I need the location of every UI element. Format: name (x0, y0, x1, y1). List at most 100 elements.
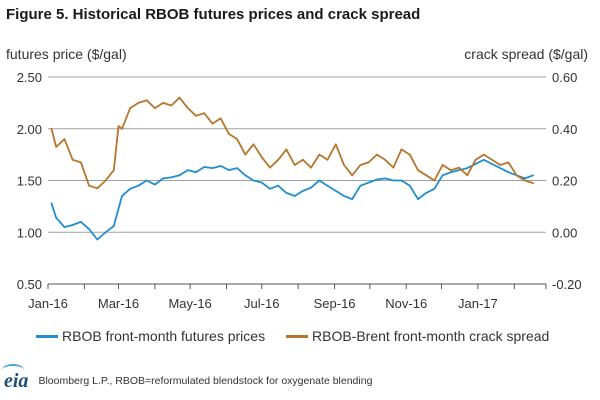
data-point-rbob-price (326, 184, 329, 187)
data-point-crack-spread (260, 156, 263, 159)
data-point-rbob-price (121, 195, 123, 197)
data-point-rbob-price (203, 166, 206, 168)
data-point-rbob-price (145, 179, 148, 182)
data-point-crack-spread (515, 174, 518, 177)
data-point-rbob-price (343, 195, 345, 197)
right-tick-label: 0.60 (552, 70, 577, 85)
data-point-crack-spread (376, 153, 378, 156)
data-point-crack-spread (302, 158, 304, 161)
data-point-crack-spread (145, 99, 148, 102)
data-point-rbob-price (491, 163, 493, 165)
data-point-rbob-price (71, 224, 74, 226)
left-tick-label: 2.00 (17, 122, 42, 137)
legend-swatch-blue (36, 334, 58, 338)
data-point-crack-spread (178, 96, 181, 99)
data-point-rbob-price (450, 171, 452, 174)
data-point-crack-spread (417, 169, 419, 172)
data-point-crack-spread (351, 174, 354, 177)
chart-title: Figure 5. Historical RBOB futures prices… (6, 6, 421, 23)
data-point-crack-spread (104, 179, 107, 182)
left-tick-label: 1.00 (17, 225, 42, 240)
right-tick-label: -0.20 (552, 277, 582, 292)
data-point-rbob-price (499, 167, 502, 170)
data-point-crack-spread (269, 166, 271, 169)
data-point-rbob-price (162, 177, 165, 180)
data-point-rbob-price (524, 177, 526, 180)
data-point-rbob-price (466, 167, 469, 170)
data-point-rbob-price (80, 221, 82, 223)
data-point-crack-spread (55, 146, 58, 148)
data-point-crack-spread (71, 158, 74, 161)
data-point-rbob-price (376, 178, 378, 181)
x-tick-label: Jan-16 (28, 296, 68, 311)
data-point-crack-spread (96, 187, 99, 190)
data-point-crack-spread (277, 158, 280, 161)
data-point-crack-spread (367, 161, 370, 164)
data-point-crack-spread (334, 143, 337, 146)
data-point-crack-spread (433, 179, 436, 182)
data-point-crack-spread (507, 161, 510, 164)
data-point-rbob-price (384, 177, 386, 180)
data-point-crack-spread (137, 102, 140, 104)
data-point-crack-spread (228, 133, 230, 135)
right-axis-title: crack spread ($/gal) (464, 46, 588, 62)
data-point-crack-spread (384, 158, 386, 161)
data-point-crack-spread (154, 107, 156, 109)
data-point-crack-spread (408, 153, 411, 156)
data-point-crack-spread (466, 174, 469, 177)
data-point-rbob-price (408, 184, 411, 187)
footer: eia Bloomberg L.P., RBOB=reformulated bl… (2, 363, 372, 392)
data-point-crack-spread (532, 182, 534, 185)
data-point-crack-spread (359, 164, 362, 166)
left-tick-label: 1.50 (17, 174, 42, 189)
series-line-crack-spread (50, 96, 534, 190)
data-point-rbob-price (417, 198, 419, 201)
data-point-crack-spread (244, 153, 247, 156)
data-point-crack-spread (88, 184, 90, 187)
left-axis-title: futures price ($/gal) (6, 46, 127, 62)
data-point-crack-spread (252, 143, 255, 146)
x-tick-label: Jan-17 (458, 296, 498, 311)
data-point-crack-spread (186, 107, 189, 109)
legend-item-rbob-price: RBOB front-month futures prices (36, 328, 265, 344)
data-point-rbob-price (269, 187, 271, 190)
data-point-rbob-price (50, 202, 53, 205)
x-tick-label: Sep-16 (314, 296, 356, 311)
data-point-rbob-price (96, 238, 99, 241)
data-point-crack-spread (112, 169, 115, 172)
data-point-rbob-price (228, 169, 230, 172)
x-tick-label: Nov-16 (385, 296, 427, 311)
x-tick-label: May-16 (168, 296, 211, 311)
data-point-rbob-price (129, 187, 132, 190)
legend-swatch-orange (286, 334, 308, 338)
data-point-rbob-price (252, 179, 255, 182)
data-point-rbob-price (55, 216, 58, 219)
data-point-crack-spread (400, 148, 403, 151)
right-tick-label: 0.20 (552, 174, 577, 189)
data-point-rbob-price (154, 183, 156, 186)
data-point-crack-spread (491, 158, 493, 161)
legend-label-crack-spread: RBOB-Brent front-month crack spread (312, 328, 550, 344)
data-point-crack-spread (162, 102, 165, 104)
data-point-crack-spread (63, 138, 66, 141)
right-tick-label: 0.40 (552, 122, 577, 137)
data-point-crack-spread (293, 164, 296, 166)
data-point-rbob-price (88, 228, 90, 231)
data-point-rbob-price (318, 179, 321, 182)
data-point-rbob-price (458, 169, 460, 172)
data-point-rbob-price (236, 167, 239, 170)
data-point-crack-spread (441, 164, 444, 166)
data-point-crack-spread (326, 158, 329, 161)
data-point-rbob-price (178, 174, 181, 177)
data-point-crack-spread (50, 127, 53, 130)
data-point-crack-spread (458, 166, 460, 169)
data-point-crack-spread (203, 112, 206, 115)
data-point-rbob-price (211, 167, 214, 170)
data-point-rbob-price (532, 174, 534, 177)
data-point-rbob-price (310, 186, 312, 189)
data-point-rbob-price (277, 184, 280, 187)
data-point-rbob-price (112, 225, 115, 227)
x-tick-label: Mar-16 (98, 296, 139, 311)
data-point-crack-spread (482, 153, 485, 156)
